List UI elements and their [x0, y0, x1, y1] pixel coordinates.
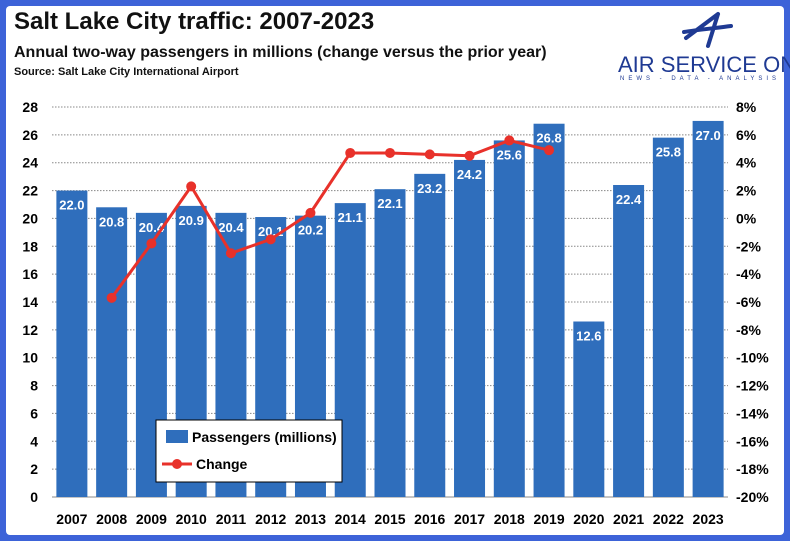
chart-title: Salt Lake City traffic: 2007-2023 — [14, 8, 375, 35]
x-tick-label: 2011 — [216, 511, 247, 527]
y-left-tick-label: 2 — [30, 461, 38, 477]
legend-swatch-passengers — [166, 430, 188, 443]
logo: AIR SERVICE ONE NEWS - DATA - ANALYSIS — [606, 10, 790, 90]
x-tick-label: 2018 — [494, 511, 525, 527]
x-tick-label: 2023 — [693, 511, 724, 527]
y-right-tick-label: 2% — [736, 183, 757, 199]
y-right-tick-label: 4% — [736, 155, 757, 171]
bar-data-label: 20.2 — [298, 223, 323, 238]
y-right-tick-label: -18% — [736, 461, 769, 477]
logo-a-icon — [682, 12, 733, 48]
x-tick-label: 2017 — [454, 511, 485, 527]
bar-data-label: 22.0 — [59, 198, 84, 213]
y-right-tick-label: -14% — [736, 405, 769, 421]
change-point — [106, 292, 117, 303]
y-left-tick-label: 10 — [22, 350, 38, 366]
chart-source: Source: Salt Lake City International Air… — [14, 66, 239, 78]
y-left-tick-label: 12 — [22, 322, 38, 338]
x-tick-label: 2019 — [533, 511, 564, 527]
y-right-tick-label: 6% — [736, 127, 757, 143]
bar — [374, 189, 406, 497]
y-left-tick-label: 20 — [22, 210, 38, 226]
bar-data-label: 23.2 — [417, 181, 442, 196]
change-point — [146, 238, 157, 249]
bar — [652, 137, 684, 497]
y-right-tick-label: -16% — [736, 433, 769, 449]
change-point — [385, 147, 395, 158]
change-point — [544, 145, 555, 156]
bar — [613, 185, 645, 497]
bar — [533, 123, 565, 497]
x-tick-label: 2008 — [96, 511, 127, 527]
bar — [573, 321, 605, 497]
x-tick-label: 2012 — [255, 511, 286, 527]
bar-data-label: 12.6 — [576, 329, 601, 344]
bar — [454, 159, 486, 497]
x-tick-label: 2009 — [136, 511, 167, 527]
change-point — [504, 135, 515, 146]
y-left-tick-label: 0 — [30, 489, 38, 505]
y-right-tick-label: -4% — [736, 266, 761, 282]
change-point — [305, 207, 316, 218]
bar — [96, 207, 128, 498]
bar — [414, 173, 446, 497]
y-right-tick-label: -8% — [736, 322, 761, 338]
y-left-tick-label: 14 — [22, 294, 38, 310]
change-point — [345, 147, 356, 158]
y-left-tick-label: 8 — [30, 378, 38, 394]
bar — [56, 190, 88, 498]
legend-label-change: Change — [196, 456, 248, 472]
bar-data-label: 25.6 — [497, 147, 522, 162]
bar-data-label: 20.8 — [99, 214, 124, 229]
change-line — [110, 138, 550, 299]
x-tick-label: 2020 — [573, 511, 604, 527]
y-right-tick-label: -2% — [736, 238, 761, 254]
bar — [493, 140, 525, 497]
bar-data-label: 21.1 — [338, 210, 363, 225]
y-right-tick-label: -10% — [736, 350, 769, 366]
change-point — [265, 234, 276, 245]
x-tick-label: 2016 — [414, 511, 445, 527]
y-left-tick-label: 16 — [22, 266, 38, 282]
bar-data-label: 22.1 — [377, 196, 402, 211]
y-left-tick-label: 28 — [22, 99, 38, 115]
y-left-tick-label: 6 — [30, 405, 38, 421]
y-right-tick-label: 8% — [736, 99, 757, 115]
x-tick-label: 2021 — [613, 511, 644, 527]
change-point — [424, 149, 435, 160]
x-tick-label: 2014 — [335, 511, 366, 527]
change-point — [186, 181, 197, 192]
bar-data-label: 24.2 — [457, 167, 482, 182]
x-tick-label: 2007 — [56, 511, 87, 527]
y-left-tick-label: 22 — [22, 183, 38, 199]
y-right-tick-label: -6% — [736, 294, 761, 310]
change-point — [464, 150, 475, 161]
y-right-tick-label: -12% — [736, 378, 769, 394]
x-tick-label: 2015 — [374, 511, 405, 527]
legend-marker-change — [172, 459, 182, 469]
bar-data-label: 20.9 — [179, 213, 204, 228]
y-right-tick-label: 0% — [736, 210, 757, 226]
y-right-tick-label: -20% — [736, 489, 769, 505]
y-left-tick-label: 18 — [22, 238, 38, 254]
bar-data-label: 27.0 — [695, 128, 720, 143]
bar — [692, 120, 724, 497]
chart-subtitle: Annual two-way passengers in millions (c… — [14, 44, 547, 61]
y-left-tick-label: 24 — [22, 155, 38, 171]
bar-data-label: 26.8 — [536, 131, 561, 146]
legend-label-passengers: Passengers (millions) — [192, 429, 337, 445]
x-tick-label: 2013 — [295, 511, 326, 527]
x-tick-label: 2022 — [653, 511, 684, 527]
bar-data-label: 22.4 — [616, 192, 642, 207]
x-tick-label: 2010 — [176, 511, 207, 527]
bar-data-label: 25.8 — [656, 145, 681, 160]
logo-tagline: NEWS - DATA - ANALYSIS — [620, 76, 781, 82]
bar-data-label: 20.4 — [218, 220, 244, 235]
logo-name: AIR SERVICE ONE — [618, 52, 790, 77]
y-left-tick-label: 26 — [22, 127, 38, 143]
change-point — [225, 248, 236, 259]
y-left-tick-label: 4 — [30, 433, 38, 449]
